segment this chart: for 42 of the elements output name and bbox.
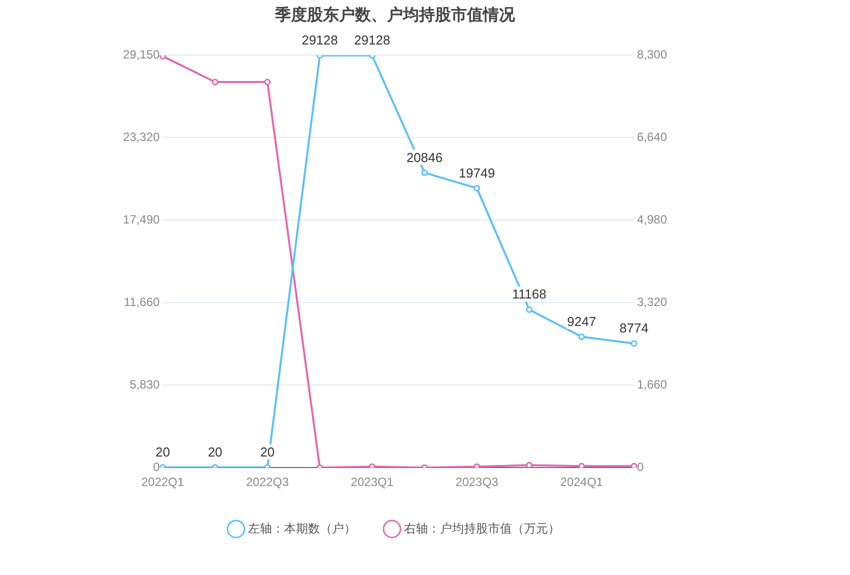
point [474,184,480,192]
data-label: 20 [208,444,222,460]
point [578,462,585,468]
point [630,462,638,468]
point [526,462,532,468]
y2-tick-label: 8,300 [636,48,668,62]
legend-label: 左轴：本期数（户） [248,521,356,536]
point [212,78,218,86]
point [421,169,428,176]
data-label: 8774 [620,320,648,336]
legend-label: 右轴：户均持股市值（万元） [404,521,560,536]
x-tick-label: 2023Q1 [350,475,394,490]
y-tick-label: 11,660 [124,294,160,309]
y-tick-label: 23,320 [123,130,160,144]
y-tick-label: 17,490 [123,212,160,226]
data-label: 20846 [406,150,443,165]
data-label: 11168 [512,286,546,302]
y-tick-label: 0 [153,460,160,474]
y2-tick-label: 6,640 [636,130,668,144]
x-tick-label: 2022Q3 [246,475,290,490]
y2-tick-label: 3,320 [636,294,668,309]
x-tick-label: 2022Q1 [141,475,184,490]
y-tick-label: 5,830 [130,377,160,392]
data-label: 29128 [302,32,338,48]
point [526,306,532,313]
data-label: 29128 [354,32,390,48]
y-tick-label: 29,150 [123,48,160,62]
point [630,340,638,347]
x-tick-label: 2023Q3 [456,475,499,490]
x-tick-label: 2024Q1 [560,475,604,490]
data-label: 9247 [567,314,596,329]
y2-tick-label: 4,980 [636,212,668,226]
chart-title: 季度股东户数、户均持股市值情况 [274,5,516,24]
point [368,463,376,468]
data-label: 19749 [458,165,495,180]
point [578,334,585,340]
y2-tick-label: 0 [636,460,644,474]
y2-tick-label: 1,660 [636,377,668,392]
point [264,78,271,86]
data-label: 20 [155,444,170,460]
point [474,463,480,468]
data-label: 20 [260,444,275,460]
